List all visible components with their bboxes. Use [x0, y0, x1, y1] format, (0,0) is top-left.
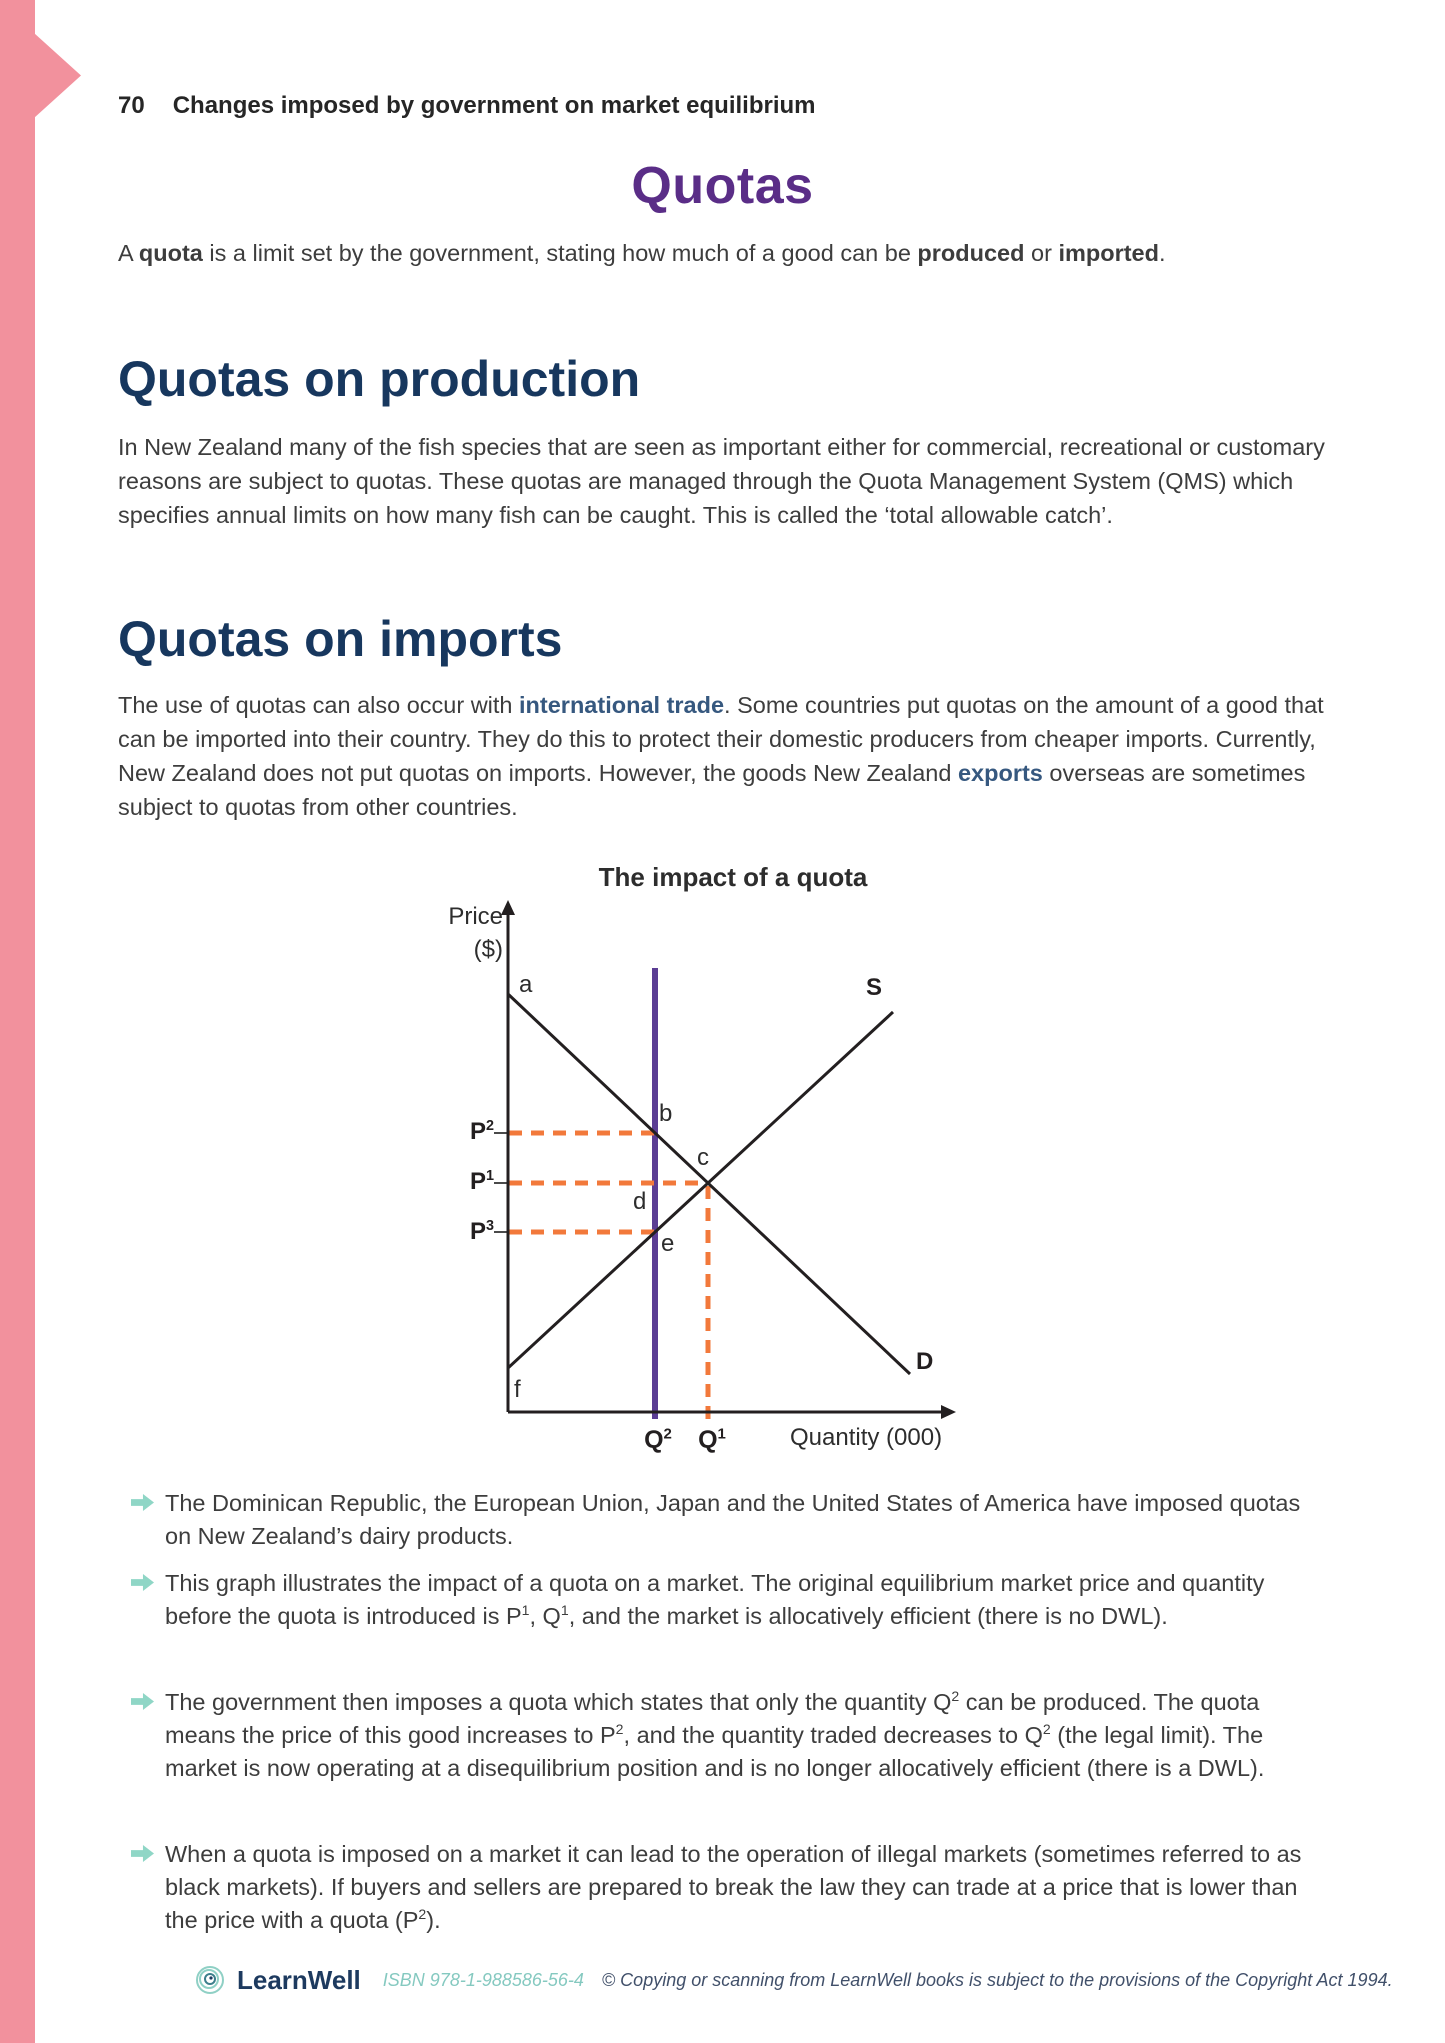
brand-name: LearnWell: [237, 1964, 361, 1995]
point-label-b: b: [659, 1100, 673, 1127]
page-title: Quotas: [631, 157, 814, 215]
learnwell-logo: [196, 1966, 224, 1994]
point-label-a: a: [519, 971, 533, 998]
supply-curve-label: S: [866, 974, 883, 1001]
production-paragraph: In New Zealand many of the fish species …: [118, 434, 1325, 528]
page-footer: LearnWell ISBN 978-1-988586-56-4 © Copyi…: [193, 1960, 1393, 2000]
page-edge-arrow-icon: [34, 33, 81, 118]
quantity-tick-label-q1: Q1: [698, 1425, 726, 1454]
quantity-axis-label: Quantity (000): [790, 1424, 943, 1451]
page-number: 70: [118, 92, 145, 119]
price-axis-label: Price: [448, 903, 503, 930]
isbn-text: ISBN 978-1-988586-56-4: [382, 1969, 584, 1990]
bullet-item-1: The Dominican Republic, the European Uni…: [165, 1490, 1301, 1549]
copyright-text: © Copying or scanning from LearnWell boo…: [601, 1969, 1393, 1990]
page-header: 70 Changes imposed by government on marke…: [118, 92, 816, 120]
chapter-title: Changes imposed by government on market …: [172, 92, 816, 119]
bullet-arrow-icon: [131, 1574, 154, 1591]
price-axis-unit: ($): [473, 936, 503, 963]
x-axis-arrow-icon: [941, 1405, 956, 1419]
price-tick-label-p3: P3: [469, 1218, 494, 1245]
figure-title: The impact of a quota: [598, 862, 868, 892]
point-label-c: c: [697, 1144, 709, 1171]
supply-curve: [506, 1010, 895, 1370]
intro-paragraph: A quota is a limit set by the government…: [118, 240, 1166, 266]
point-label-d: d: [633, 1188, 647, 1215]
imports-paragraph: The use of quotas can also occur with in…: [118, 692, 1324, 820]
y-axis-arrow-icon: [501, 900, 515, 915]
bullet-arrow-icon: [131, 1693, 154, 1710]
bullet-item-3: The government then imposes a quota whic…: [165, 1688, 1265, 1781]
demand-curve-label: D: [916, 1348, 934, 1375]
price-tick-label-p1: P1: [469, 1168, 494, 1195]
section-heading-production: Quotas on production: [118, 351, 641, 407]
price-tick-label-p2: P2: [469, 1118, 494, 1145]
bullet-arrow-icon: [131, 1845, 154, 1862]
point-label-f: f: [514, 1376, 521, 1403]
bullet-arrow-icon: [131, 1494, 154, 1511]
quantity-tick-label-q2: Q2: [644, 1425, 672, 1454]
page-edge-band: [0, 0, 35, 2043]
bullet-item-2: This graph illustrates the impact of a q…: [165, 1570, 1265, 1629]
supply-demand-chart: [494, 900, 956, 1419]
section-heading-imports: Quotas on imports: [118, 611, 563, 667]
bullet-item-4: When a quota is imposed on a market it c…: [165, 1841, 1302, 1933]
point-label-e: e: [661, 1230, 675, 1257]
